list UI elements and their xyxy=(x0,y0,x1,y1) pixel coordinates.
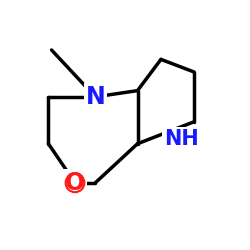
Text: N: N xyxy=(86,85,105,109)
Text: O: O xyxy=(65,171,85,195)
Text: NH: NH xyxy=(164,129,198,149)
